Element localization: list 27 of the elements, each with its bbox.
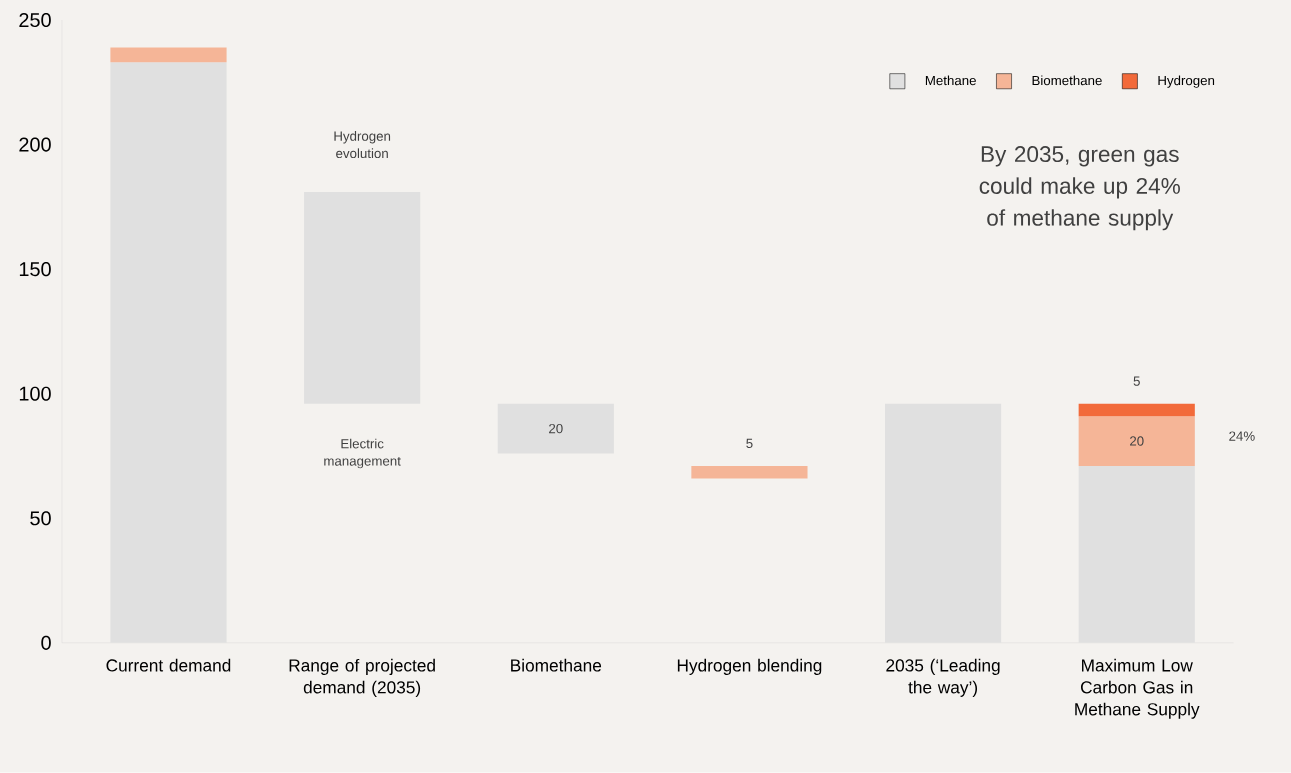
x-tick-label: Maximum Low Carbon Gas in Methane Supply: [1075, 658, 1200, 719]
x-tick-label: Hydrogen blending: [677, 658, 822, 676]
y-tick-label: 100: [19, 386, 51, 401]
legend-label: Biomethane: [1032, 75, 1102, 86]
y-tick-label: 200: [19, 137, 51, 152]
x-tick-label: Current demand: [106, 658, 231, 672]
y-tick-label: 50: [30, 511, 51, 526]
annotation: 24%: [1229, 431, 1255, 441]
bar: [1078, 416, 1195, 467]
x-tick-label: Range of projected demand (2035): [289, 658, 435, 697]
data-label: 20: [549, 423, 563, 434]
annotation: Hydrogen evolution: [334, 131, 391, 159]
data-label: 5: [1133, 376, 1140, 386]
legend-label: Hydrogen: [1158, 75, 1215, 88]
x-tick-label: Biomethane: [511, 658, 602, 672]
legend-label: Methane: [925, 75, 976, 86]
data-label: 5: [746, 438, 753, 449]
annotation: Electric management: [324, 438, 401, 469]
bar: [691, 466, 808, 479]
bar: [1078, 403, 1195, 417]
data-label: 20: [1130, 436, 1144, 446]
x-tick-label: 2035 (‘Leading the way’): [886, 658, 1000, 697]
annotation: By 2035, green gas could make up 24% of methane supply: [979, 146, 1180, 231]
y-tick-label: 0: [41, 635, 51, 650]
y-tick-label: 250: [19, 13, 51, 28]
bar: [110, 47, 227, 63]
y-tick-label: 150: [19, 262, 51, 277]
